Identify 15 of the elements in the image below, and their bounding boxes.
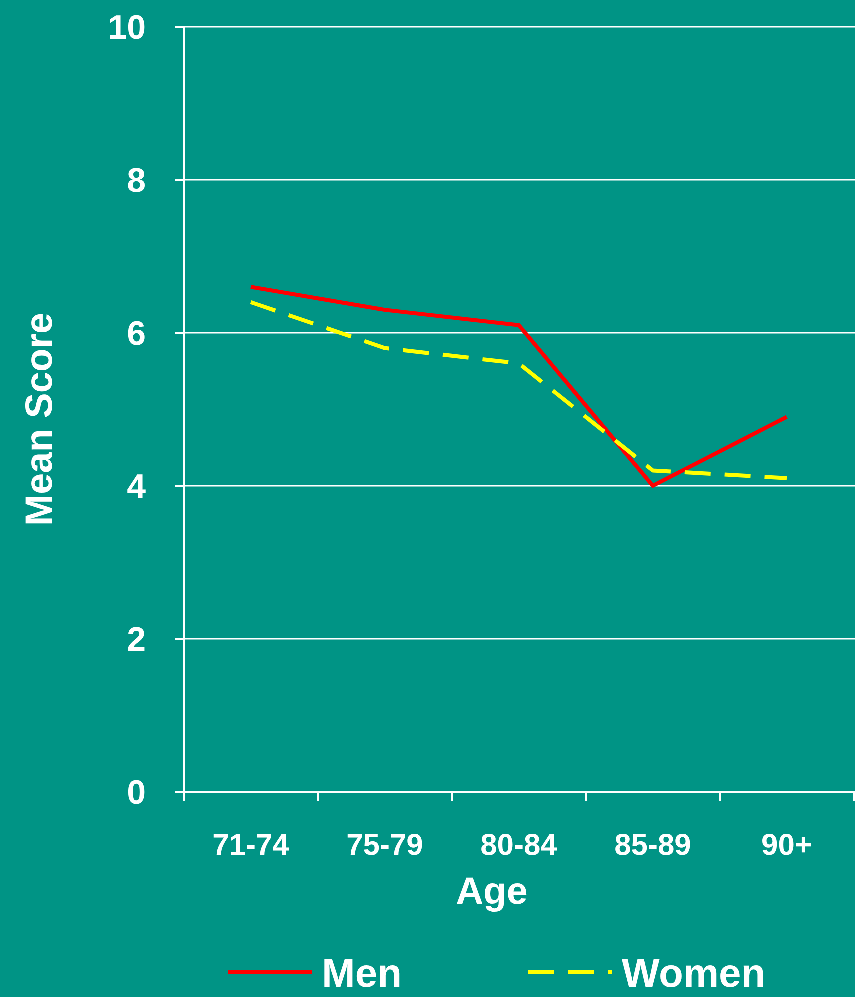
y-tick-label: 4 [127, 468, 146, 506]
y-axis-title: Mean Score [19, 312, 61, 526]
y-tick-label: 8 [127, 162, 146, 200]
x-tick-label: 80-84 [480, 829, 558, 862]
y-tick-label: 10 [108, 8, 146, 47]
x-tick-label: 71-74 [212, 829, 290, 862]
y-tick-label: 6 [127, 314, 146, 353]
x-axis-title: Age [456, 871, 528, 913]
y-tick-label: 2 [127, 620, 146, 659]
y-tick-label: 0 [127, 774, 146, 812]
x-tick-label: 90+ [762, 829, 812, 862]
legend-label: Men [322, 952, 402, 996]
x-tick-label: 85-89 [614, 829, 692, 862]
legend-label: Women [622, 952, 766, 996]
x-tick-label: 75-79 [346, 829, 424, 862]
